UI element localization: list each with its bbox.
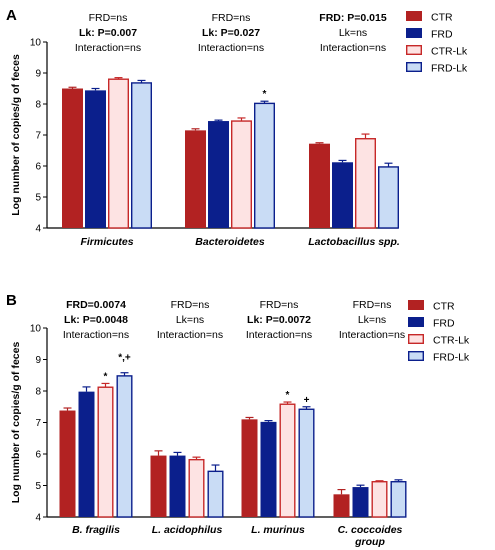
bar [352, 487, 369, 517]
stat-line: Interaction=ns [157, 329, 223, 341]
y-tick-label: 7 [35, 131, 41, 142]
stat-line: FRD=ns [260, 299, 299, 311]
bar [169, 455, 186, 517]
bar [150, 455, 167, 517]
stat-line: FRD=ns [171, 299, 210, 311]
category-label: Bacteroidetes [195, 236, 265, 248]
y-tick-label: 5 [35, 193, 41, 204]
y-axis-label: Log number of copies/g of feces [10, 54, 22, 216]
bar [241, 419, 258, 517]
stat-line: FRD=0.0074 [66, 299, 126, 311]
legend-label: FRD-Lk [431, 63, 468, 75]
stat-line: Lk=ns [358, 314, 386, 326]
legend-swatch [408, 351, 425, 362]
legend-label: CTR [433, 301, 455, 313]
legend-swatch [408, 300, 424, 310]
y-tick-label: 6 [35, 162, 41, 173]
stat-line: Interaction=ns [198, 42, 264, 54]
stat-line: Interaction=ns [63, 329, 129, 341]
legend-label: FRD [431, 29, 453, 41]
stat-line: Lk: P=0.007 [79, 27, 137, 39]
category-label: B. fragilis [72, 524, 120, 536]
significance-mark: * [263, 89, 267, 100]
legend-swatch [408, 334, 425, 345]
bar [230, 120, 252, 229]
panel-letter: A [6, 7, 17, 24]
bar [188, 458, 205, 518]
stat-line: FRD=ns [89, 12, 128, 24]
y-tick-label: 9 [35, 69, 41, 80]
bar [130, 82, 152, 229]
stat-line: Interaction=ns [75, 42, 141, 54]
legend-label: FRD-Lk [433, 352, 470, 364]
category-label: Firmicutes [80, 236, 133, 248]
bar [185, 130, 206, 228]
panel-letter: B [6, 292, 17, 309]
bar [85, 90, 106, 228]
y-tick-label: 10 [30, 38, 42, 49]
stat-line: Lk: P=0.027 [202, 27, 260, 39]
y-tick-label: 4 [35, 513, 41, 524]
bar [279, 403, 296, 518]
stat-line: Lk=ns [176, 314, 204, 326]
bar [78, 391, 95, 517]
y-tick-label: 6 [35, 450, 41, 461]
stat-line: Interaction=ns [320, 42, 386, 54]
stat-line: FRD: P=0.015 [319, 12, 387, 24]
legend-swatch [408, 317, 424, 327]
category-label: L. murinus [251, 524, 305, 536]
bar [97, 386, 114, 518]
y-tick-label: 9 [35, 355, 41, 366]
bar [332, 162, 353, 228]
bar [253, 102, 275, 229]
bar [260, 421, 277, 517]
stat-line: Lk: P=0.0072 [247, 314, 311, 326]
legend-label: CTR-Lk [433, 335, 470, 347]
y-axis-label: Log number of copies/g of feces [10, 342, 22, 504]
stat-line: Interaction=ns [339, 329, 405, 341]
legend-swatch [406, 28, 422, 38]
stat-line: FRD=ns [212, 12, 251, 24]
y-tick-label: 8 [35, 100, 41, 111]
category-label: L. acidophilus [152, 524, 223, 536]
bar [371, 481, 388, 518]
bar [333, 494, 350, 517]
bar [390, 481, 407, 518]
bar [378, 166, 400, 229]
stat-line: FRD=ns [353, 299, 392, 311]
bar [298, 408, 315, 518]
legend-swatch [406, 62, 423, 73]
legend-label: CTR [431, 12, 453, 24]
stat-line: Lk=ns [339, 27, 367, 39]
y-tick-label: 7 [35, 418, 41, 429]
legend-swatch [406, 11, 422, 21]
significance-mark: * [286, 390, 290, 401]
bar [355, 138, 377, 229]
y-tick-label: 5 [35, 481, 41, 492]
significance-mark: + [304, 395, 310, 406]
bar [107, 78, 129, 229]
legend-label: FRD [433, 318, 455, 330]
legend-swatch [406, 45, 423, 56]
y-tick-label: 10 [30, 324, 42, 335]
bar [116, 375, 133, 518]
stat-line: Interaction=ns [246, 329, 312, 341]
bar [207, 470, 224, 518]
category-label: C. coccoides group [338, 524, 403, 548]
y-tick-label: 4 [35, 224, 41, 235]
stat-line: Lk: P=0.0048 [64, 314, 128, 326]
bar [59, 410, 76, 517]
significance-mark: *,+ [118, 353, 131, 364]
category-label: Lactobacillus spp. [308, 236, 400, 248]
legend-label: CTR-Lk [431, 46, 468, 58]
significance-mark: * [104, 371, 108, 382]
bar [309, 143, 330, 228]
bar [62, 88, 83, 228]
y-tick-label: 8 [35, 387, 41, 398]
bar [208, 121, 229, 228]
